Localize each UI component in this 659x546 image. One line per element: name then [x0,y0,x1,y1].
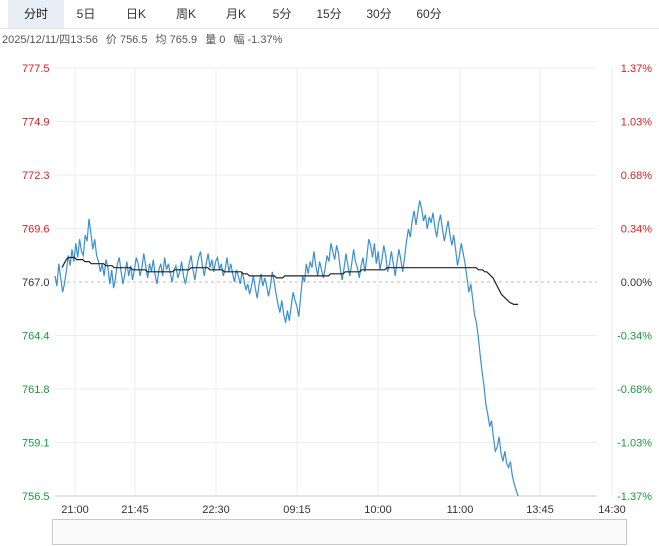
y-tick-left: 772.3 [22,170,50,182]
x-tick: 11:00 [447,504,474,516]
info-change: 幅 -1.37% [233,34,283,46]
date-navigator[interactable] [52,519,627,545]
price-line [54,200,519,497]
y-tick-left: 759.1 [22,438,50,450]
y-tick-right: -0.68% [617,384,652,396]
tab-4[interactable]: 月K [225,7,246,21]
tab-6[interactable]: 15分 [316,7,342,21]
y-tick-left: 756.5 [22,491,50,503]
tab-1[interactable]: 5日 [76,7,96,21]
info-avg: 均 765.9 [155,34,198,46]
y-tick-left: 777.5 [22,63,50,75]
y-tick-right: -1.37% [617,491,652,503]
x-tick: 10:00 [364,504,392,516]
y-tick-right: 0.34% [621,224,652,236]
x-tick: 21:00 [61,504,89,516]
x-tick: 22:30 [202,504,230,516]
y-tick-left: 774.9 [22,117,50,129]
info-datetime: 2025/12/11/四13:56 [2,34,98,46]
tab-8[interactable]: 60分 [416,7,442,21]
x-tick: 09:15 [283,504,311,516]
tab-5[interactable]: 5分 [272,7,292,21]
period-tabs: 分时 5日 日K 周K 月K 5分 15分 30分 60分 [0,0,659,29]
y-tick-left: 769.6 [22,224,50,236]
y-tick-right: 0.68% [621,170,652,182]
y-tick-left: 767.0 [22,277,50,289]
y-tick-right: -1.03% [617,438,652,450]
tab-3[interactable]: 周K [175,7,196,21]
y-tick-right: 1.37% [621,63,652,75]
tab-7[interactable]: 30分 [366,7,392,21]
x-tick: 21:45 [121,504,149,516]
y-tick-right: 0.00% [621,277,652,289]
y-tick-right: 1.03% [621,117,652,129]
y-tick-left: 761.8 [22,384,50,396]
x-tick: 14:30 [598,504,626,516]
avg-line [61,256,518,305]
info-price: 价 756.5 [105,34,148,46]
tab-0[interactable]: 分时 [8,0,64,28]
y-tick-left: 764.4 [22,331,50,343]
x-tick: 13:45 [526,504,554,516]
y-tick-right: -0.34% [617,331,652,343]
quote-info-bar: 2025/12/11/四13:56 价 756.5 均 765.9 量 0 幅 … [2,31,287,49]
tab-2[interactable]: 日K [125,7,146,21]
info-volume: 量 0 [205,34,226,46]
